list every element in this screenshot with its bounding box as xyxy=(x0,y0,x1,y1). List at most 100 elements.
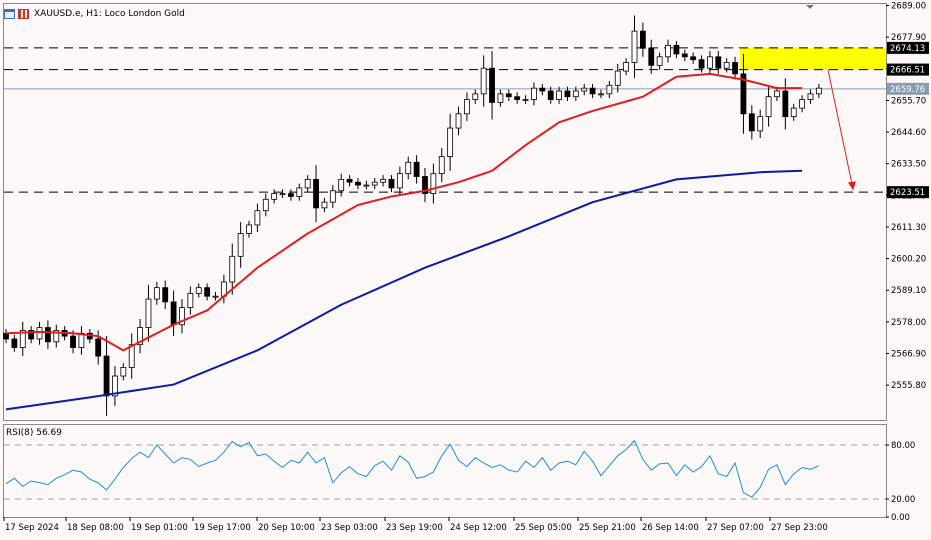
candle xyxy=(11,334,18,352)
bull-candle-body xyxy=(581,87,588,92)
candle xyxy=(187,286,194,315)
candle xyxy=(715,51,722,74)
bear-candle-body xyxy=(45,327,51,343)
bull-candle-body xyxy=(447,127,454,157)
y-tick-label: 2611.30 xyxy=(891,223,926,233)
bull-candle-body xyxy=(254,210,261,226)
bull-candle-body xyxy=(237,233,244,257)
candle xyxy=(782,78,789,130)
bear-candle-body xyxy=(162,287,169,303)
candle xyxy=(505,89,512,101)
bull-candle-body xyxy=(405,161,412,175)
candle xyxy=(204,283,211,301)
resistance-zone[interactable] xyxy=(740,47,886,70)
bear-candle-body xyxy=(413,161,420,177)
candle xyxy=(514,92,521,104)
y-tick-label: 2655.70 xyxy=(891,96,926,106)
candle xyxy=(288,189,294,201)
candle xyxy=(707,51,713,74)
bull-candle-body xyxy=(790,107,797,118)
level-price-tag xyxy=(887,63,929,76)
bull-candle-body xyxy=(321,201,328,209)
candle xyxy=(581,83,588,96)
bull-candle-body xyxy=(145,298,152,328)
current-price-tag xyxy=(887,82,929,95)
y-tick-label: 2644.60 xyxy=(891,128,926,138)
candle xyxy=(128,333,135,379)
candle xyxy=(539,83,546,96)
bear-candle-body xyxy=(422,176,428,195)
candle xyxy=(137,319,143,354)
candle xyxy=(631,15,638,79)
bull-candle-body xyxy=(606,84,613,95)
bull-candle-body xyxy=(53,330,60,343)
projection-arrow-line xyxy=(827,69,853,185)
candle xyxy=(313,165,319,223)
bull-candle-body xyxy=(438,156,445,175)
candle xyxy=(765,86,772,127)
candle xyxy=(112,366,118,406)
candle xyxy=(614,63,621,93)
bear-candle-body xyxy=(505,93,512,98)
bull-candle-body xyxy=(195,287,202,294)
bull-candle-body xyxy=(455,113,462,129)
candle xyxy=(246,220,252,238)
candle xyxy=(480,55,487,107)
candle xyxy=(338,173,345,197)
bull-candle-body xyxy=(598,93,604,96)
y-tick-label: 2689.00 xyxy=(891,2,926,12)
rsi-line xyxy=(5,439,820,498)
bear-candle-body xyxy=(28,330,35,340)
candle xyxy=(422,167,428,203)
bear-candle-body xyxy=(355,181,361,186)
candle xyxy=(36,321,43,345)
bull-candle-body xyxy=(153,287,160,300)
candle xyxy=(656,52,663,70)
bear-candle-body xyxy=(514,96,521,100)
x-tick-label: 24 Sep 12:00 xyxy=(450,523,507,533)
level-price-tag xyxy=(887,41,929,54)
candle xyxy=(162,280,169,310)
ma-slow-line xyxy=(5,169,803,411)
bull-candle-body xyxy=(36,327,43,340)
bear-candle-body xyxy=(690,56,697,61)
candle xyxy=(388,175,395,193)
bull-candle-body xyxy=(631,30,638,63)
symbol-properties-icon[interactable] xyxy=(18,9,29,19)
rsi-y-tick-label: 80.00 xyxy=(891,441,915,451)
candle xyxy=(45,320,51,349)
candle xyxy=(589,83,596,99)
candle xyxy=(681,49,688,62)
bear-candle-body xyxy=(170,301,177,326)
bull-candle-body xyxy=(807,93,814,100)
candle xyxy=(723,58,730,73)
y-tick-label: 2578.00 xyxy=(891,318,926,328)
bull-candle-body xyxy=(187,292,194,309)
x-tick-label: 19 Sep 01:00 xyxy=(131,523,188,533)
bear-candle-body xyxy=(288,193,294,197)
scroll-marker-icon[interactable] xyxy=(806,5,814,9)
candle xyxy=(237,222,244,268)
bull-candle-body xyxy=(572,90,579,98)
x-tick-label: 26 Sep 14:00 xyxy=(642,523,699,533)
bear-candle-body xyxy=(547,90,554,100)
candle xyxy=(807,89,814,104)
candle xyxy=(547,86,554,104)
candle xyxy=(103,336,110,416)
x-tick-label: 20 Sep 10:00 xyxy=(258,523,315,533)
candle xyxy=(815,83,822,99)
x-tick-label: 27 Sep 23:00 xyxy=(771,523,828,533)
bull-candle-body xyxy=(296,187,303,197)
candle xyxy=(665,39,671,63)
chart-window-icon[interactable] xyxy=(4,9,15,19)
bull-candle-body xyxy=(774,90,780,98)
bull-candle-body xyxy=(212,295,219,298)
y-tick-label: 2633.50 xyxy=(891,160,926,170)
candle xyxy=(179,299,185,334)
bull-candle-body xyxy=(229,255,236,283)
bear-candle-body xyxy=(681,53,688,58)
bull-candle-body xyxy=(137,327,143,346)
y-tick-label: 2555.80 xyxy=(891,381,926,391)
